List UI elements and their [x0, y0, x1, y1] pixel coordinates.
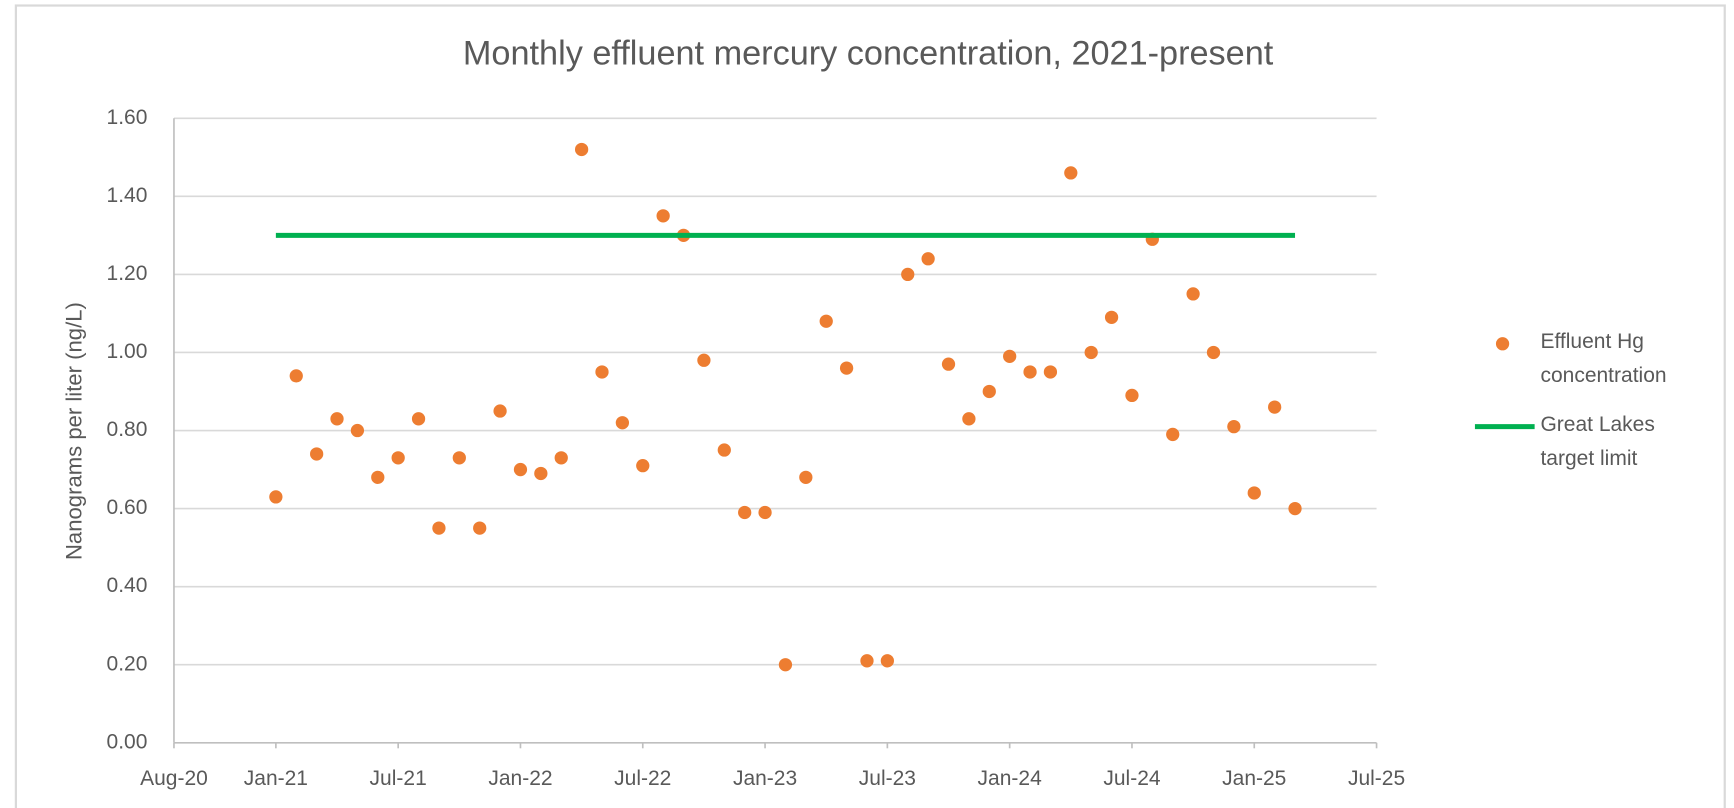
data-point	[411, 412, 426, 426]
data-point	[473, 521, 487, 535]
data-point	[350, 423, 365, 438]
data-point	[1064, 166, 1078, 180]
data-point	[554, 451, 568, 465]
data-point	[432, 521, 446, 535]
x-tick-label: Jan-24	[978, 767, 1043, 790]
data-point	[819, 314, 833, 328]
y-tick-label: 0.40	[107, 574, 148, 597]
data-point	[1125, 388, 1139, 403]
data-point	[330, 412, 344, 426]
data-point	[839, 361, 854, 375]
data-point	[1288, 501, 1302, 516]
data-point	[1003, 349, 1017, 363]
chart-frame	[14, 4, 1726, 808]
data-point	[1084, 345, 1098, 360]
legend-label: Effluent Hg concentration	[1540, 330, 1667, 388]
x-tick-label: Jan-23	[733, 767, 797, 790]
x-tick-label: Aug-20	[140, 767, 208, 790]
y-tick-label: 0.00	[107, 730, 148, 753]
data-point	[1104, 310, 1119, 324]
data-point	[738, 505, 752, 520]
chart-title: Monthly effluent mercury concentration, …	[463, 34, 1274, 72]
data-point	[371, 470, 385, 484]
data-point	[493, 404, 507, 418]
data-point	[860, 654, 874, 668]
data-point	[595, 365, 609, 379]
y-tick-label: 0.20	[107, 652, 148, 675]
data-point	[574, 142, 589, 157]
y-tick-label: 0.60	[107, 496, 148, 519]
data-point	[962, 412, 976, 426]
x-tick-label: Jan-21	[244, 767, 308, 790]
data-point	[697, 353, 711, 367]
data-point	[921, 252, 935, 266]
data-point	[1043, 365, 1058, 379]
data-point	[799, 470, 813, 484]
data-point	[880, 654, 894, 668]
data-point	[901, 267, 915, 282]
data-point	[1023, 365, 1037, 379]
x-tick-label: Jul-24	[1103, 767, 1161, 790]
y-tick-label: 0.80	[107, 418, 148, 441]
data-point	[1247, 486, 1261, 500]
x-tick-label: Jan-25	[1222, 767, 1286, 790]
data-point	[1227, 419, 1241, 434]
x-tick-label: Jul-21	[370, 767, 427, 790]
data-point	[1186, 287, 1200, 301]
data-point	[615, 416, 630, 430]
data-point	[636, 459, 650, 473]
data-point	[656, 209, 670, 223]
y-tick-label: 1.20	[107, 262, 148, 285]
x-tick-label: Jul-23	[859, 767, 916, 790]
data-point	[534, 466, 548, 481]
y-axis-label: Nanograms per liter (ng/L)	[61, 302, 86, 560]
legend-label: Great Lakes target limit	[1540, 413, 1655, 471]
data-point	[1206, 345, 1221, 360]
data-point	[1166, 427, 1180, 442]
data-point	[941, 357, 956, 371]
data-point	[1268, 400, 1282, 414]
legend-marker	[1495, 337, 1510, 351]
data-point	[758, 505, 772, 520]
x-tick-label: Jan-22	[488, 767, 552, 790]
data-point	[289, 369, 303, 383]
y-tick-label: 1.60	[107, 106, 148, 129]
data-point	[310, 447, 324, 461]
y-tick-label: 1.40	[107, 184, 148, 207]
data-point	[717, 443, 731, 457]
y-tick-label: 1.00	[107, 340, 148, 363]
data-point	[778, 658, 793, 672]
x-tick-label: Jul-22	[614, 767, 671, 790]
data-point	[452, 451, 466, 465]
data-point	[513, 462, 528, 477]
data-point	[391, 451, 405, 465]
data-point	[982, 384, 996, 399]
x-tick-label: Jul-25	[1348, 767, 1405, 790]
data-point	[269, 490, 283, 504]
